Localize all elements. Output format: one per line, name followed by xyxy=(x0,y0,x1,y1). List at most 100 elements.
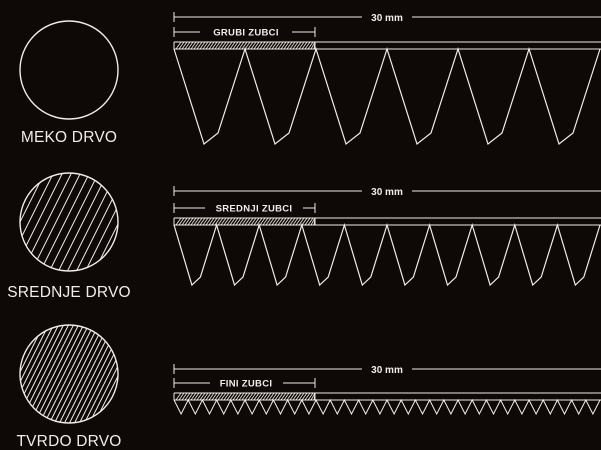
hatch-line xyxy=(134,314,194,434)
hatch-line xyxy=(253,392,260,401)
hatch-line xyxy=(235,217,242,226)
hatch-line xyxy=(304,41,311,50)
hatch-line xyxy=(175,41,182,50)
medium-wood-hatch xyxy=(0,162,221,282)
hatch-line xyxy=(88,325,118,423)
hatch-line xyxy=(175,217,182,226)
hatch-line xyxy=(20,325,80,423)
hatch-line xyxy=(262,41,269,50)
hatch-line xyxy=(256,217,263,226)
hatch-line xyxy=(256,41,263,50)
hatch-line xyxy=(0,314,4,434)
hatch-line xyxy=(307,41,314,50)
coarse-teeth xyxy=(173,47,601,146)
hatch-line xyxy=(103,325,118,423)
hatch-line xyxy=(223,217,230,226)
hatch-line xyxy=(0,314,19,434)
hatch-line xyxy=(193,392,200,401)
hatch-line xyxy=(61,173,118,271)
hatch-line xyxy=(310,392,316,401)
hatch-line xyxy=(98,325,118,423)
hatch-line xyxy=(164,314,224,434)
hatch-line xyxy=(256,392,263,401)
hatch-line xyxy=(262,217,269,226)
hatch-line xyxy=(301,217,308,226)
hard-wood-label: TVRDO DRVO xyxy=(16,433,121,450)
hatch-line xyxy=(205,392,212,401)
hatch-line xyxy=(190,392,197,401)
hatch-line xyxy=(0,162,14,282)
hatch-line xyxy=(307,217,314,226)
hatch-line xyxy=(70,173,118,271)
hatch-line xyxy=(283,41,290,50)
hatch-line xyxy=(184,392,191,401)
hatch-line xyxy=(161,162,221,282)
hatch-line xyxy=(196,392,203,401)
hatch-line xyxy=(169,314,229,434)
hatch-line xyxy=(283,217,290,226)
hatch-line xyxy=(280,217,287,226)
hatch-line xyxy=(235,41,242,50)
hatch-line xyxy=(205,217,212,226)
hatch-line xyxy=(159,314,219,434)
hatch-line xyxy=(253,217,260,226)
hatch-line xyxy=(244,217,251,226)
soft-wood-label: MEKO DRVO xyxy=(21,129,117,146)
hatch-line xyxy=(187,41,194,50)
hatch-line xyxy=(125,162,185,282)
saw-blade-medium xyxy=(173,217,601,287)
hatch-line xyxy=(226,41,233,50)
row-hard-wood: TVRDO DRVO 30 mm FINI ZUBCI xyxy=(0,314,601,450)
hatch-line xyxy=(217,217,224,226)
hatch-line xyxy=(220,217,227,226)
hatch-line xyxy=(292,41,299,50)
hatch-line xyxy=(20,325,55,423)
hatch-line xyxy=(241,41,248,50)
hatch-line xyxy=(238,392,245,401)
row-medium-wood: SREDNJE DRVO 30 mm SREDNJI ZUBCI xyxy=(0,162,601,301)
hatch-line xyxy=(208,392,215,401)
hatch-line xyxy=(247,217,254,226)
medium-wood-label: SREDNJE DRVO xyxy=(7,284,131,301)
hatch-line xyxy=(214,217,221,226)
hatch-line xyxy=(295,392,302,401)
hatch-line xyxy=(43,325,105,423)
hatch-line xyxy=(211,392,218,401)
hatch-line xyxy=(199,392,206,401)
hatch-line xyxy=(244,41,251,50)
hatch-line xyxy=(280,392,287,401)
hatch-line xyxy=(265,392,272,401)
hatch-line xyxy=(298,392,305,401)
hatch-line xyxy=(235,392,242,401)
hatch-line xyxy=(226,217,233,226)
hatch-line xyxy=(232,41,239,50)
hatch-line xyxy=(271,392,278,401)
hatch-line xyxy=(53,325,115,423)
hatch-line xyxy=(119,314,179,434)
hatch-line xyxy=(48,325,110,423)
hatch-line xyxy=(20,325,70,423)
hatch-line xyxy=(217,41,224,50)
hatch-line xyxy=(202,41,209,50)
hatch-line xyxy=(115,173,118,271)
hatch-line xyxy=(124,314,184,434)
hatch-line xyxy=(187,217,194,226)
hatch-line xyxy=(268,41,275,50)
hatch-line xyxy=(253,41,260,50)
hatch-line xyxy=(238,217,245,226)
medium-teeth xyxy=(173,222,601,287)
hatch-line xyxy=(232,392,239,401)
hatch-line xyxy=(20,325,60,423)
hatch-line xyxy=(178,41,185,50)
hatch-line xyxy=(280,41,287,50)
hatch-line xyxy=(259,217,266,226)
length-label: 30 mm xyxy=(371,187,403,198)
hatch-line xyxy=(301,41,308,50)
hatch-line xyxy=(277,392,284,401)
hatch-line xyxy=(113,325,118,423)
hatch-line xyxy=(34,173,96,271)
hatch-line xyxy=(241,217,248,226)
hatch-line xyxy=(178,392,185,401)
blade-hatch xyxy=(175,217,316,226)
